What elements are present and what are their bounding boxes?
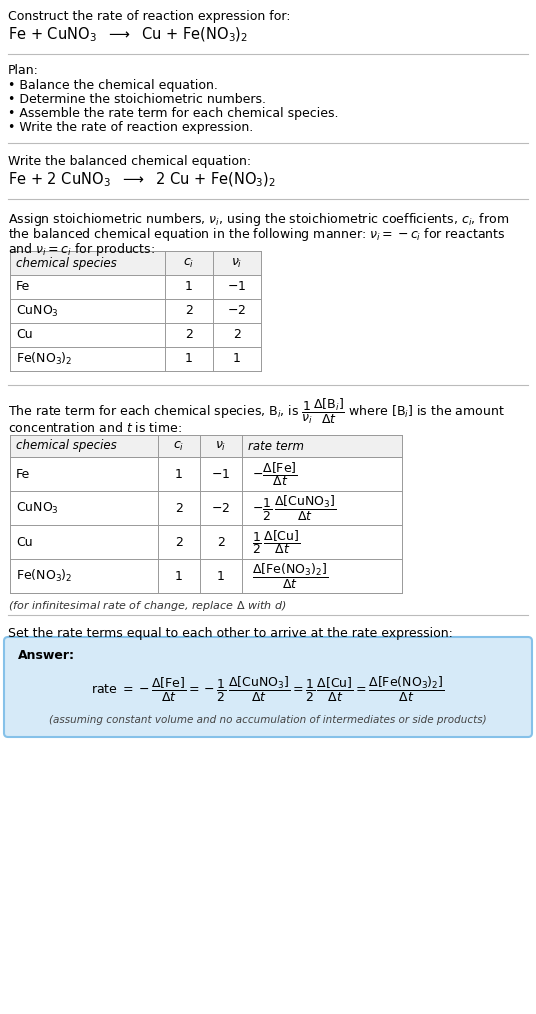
Text: Cu: Cu: [16, 535, 33, 549]
Text: $-2$: $-2$: [211, 502, 230, 514]
Text: (assuming constant volume and no accumulation of intermediates or side products): (assuming constant volume and no accumul…: [49, 715, 487, 725]
Text: $c_i$: $c_i$: [183, 257, 195, 270]
Text: chemical species: chemical species: [16, 439, 117, 452]
Text: rate $= -\dfrac{\Delta[\mathrm{Fe}]}{\Delta t} = -\dfrac{1}{2}\,\dfrac{\Delta[\m: rate $= -\dfrac{\Delta[\mathrm{Fe}]}{\De…: [91, 674, 445, 704]
Text: 2: 2: [185, 304, 193, 317]
Text: Answer:: Answer:: [18, 649, 75, 662]
Text: • Write the rate of reaction expression.: • Write the rate of reaction expression.: [8, 121, 253, 134]
Text: $-\dfrac{\Delta[\mathrm{Fe}]}{\Delta t}$: $-\dfrac{\Delta[\mathrm{Fe}]}{\Delta t}$: [252, 460, 297, 488]
Text: chemical species: chemical species: [16, 257, 117, 270]
Text: 1: 1: [175, 467, 183, 481]
Text: $\nu_i$: $\nu_i$: [215, 439, 227, 452]
Bar: [10, 435, 402, 457]
Text: Plan:: Plan:: [8, 64, 39, 77]
Text: concentration and $t$ is time:: concentration and $t$ is time:: [8, 421, 182, 435]
Text: rate term: rate term: [248, 439, 304, 452]
Text: 1: 1: [233, 353, 241, 365]
Bar: [10, 251, 261, 275]
Text: Assign stoichiometric numbers, $\nu_i$, using the stoichiometric coefficients, $: Assign stoichiometric numbers, $\nu_i$, …: [8, 211, 509, 228]
Text: Fe(NO$_3$)$_2$: Fe(NO$_3$)$_2$: [16, 351, 72, 367]
Text: • Determine the stoichiometric numbers.: • Determine the stoichiometric numbers.: [8, 93, 266, 106]
Text: Fe: Fe: [16, 467, 30, 481]
Text: 2: 2: [185, 329, 193, 342]
Text: 2: 2: [175, 502, 183, 514]
Text: (for infinitesimal rate of change, replace $\Delta$ with $d$): (for infinitesimal rate of change, repla…: [8, 599, 287, 613]
Text: • Assemble the rate term for each chemical species.: • Assemble the rate term for each chemic…: [8, 107, 339, 120]
Text: $\nu_i$: $\nu_i$: [232, 257, 243, 270]
Text: 1: 1: [185, 353, 193, 365]
Text: 2: 2: [175, 535, 183, 549]
Text: $\dfrac{1}{2}\,\dfrac{\Delta[\mathrm{Cu}]}{\Delta t}$: $\dfrac{1}{2}\,\dfrac{\Delta[\mathrm{Cu}…: [252, 528, 301, 556]
FancyBboxPatch shape: [4, 637, 532, 737]
Text: Fe(NO$_3$)$_2$: Fe(NO$_3$)$_2$: [16, 568, 72, 584]
Text: $\dfrac{\Delta[\mathrm{Fe(NO_3)_2}]}{\Delta t}$: $\dfrac{\Delta[\mathrm{Fe(NO_3)_2}]}{\De…: [252, 562, 328, 590]
Text: $-2$: $-2$: [227, 304, 247, 317]
Text: the balanced chemical equation in the following manner: $\nu_i = -c_i$ for react: the balanced chemical equation in the fo…: [8, 226, 505, 243]
Text: Construct the rate of reaction expression for:: Construct the rate of reaction expressio…: [8, 10, 291, 23]
Text: Set the rate terms equal to each other to arrive at the rate expression:: Set the rate terms equal to each other t…: [8, 627, 453, 640]
Text: $c_i$: $c_i$: [173, 439, 184, 452]
Text: • Balance the chemical equation.: • Balance the chemical equation.: [8, 79, 218, 92]
Text: 2: 2: [233, 329, 241, 342]
Text: Fe + CuNO$_3$  $\longrightarrow$  Cu + Fe(NO$_3$)$_2$: Fe + CuNO$_3$ $\longrightarrow$ Cu + Fe(…: [8, 26, 248, 45]
Text: 1: 1: [185, 281, 193, 293]
Text: 1: 1: [175, 570, 183, 582]
Text: The rate term for each chemical species, B$_i$, is $\dfrac{1}{\nu_i}\dfrac{\Delt: The rate term for each chemical species,…: [8, 397, 505, 426]
Text: Cu: Cu: [16, 329, 33, 342]
Text: 2: 2: [217, 535, 225, 549]
Text: CuNO$_3$: CuNO$_3$: [16, 303, 59, 318]
Text: $-1$: $-1$: [227, 281, 247, 293]
Text: 1: 1: [217, 570, 225, 582]
Text: CuNO$_3$: CuNO$_3$: [16, 501, 59, 515]
Text: Fe: Fe: [16, 281, 30, 293]
Text: Write the balanced chemical equation:: Write the balanced chemical equation:: [8, 155, 251, 168]
Text: Fe + 2 CuNO$_3$  $\longrightarrow$  2 Cu + Fe(NO$_3$)$_2$: Fe + 2 CuNO$_3$ $\longrightarrow$ 2 Cu +…: [8, 171, 276, 190]
Text: $-1$: $-1$: [211, 467, 230, 481]
Text: $-\dfrac{1}{2}\,\dfrac{\Delta[\mathrm{CuNO_3}]}{\Delta t}$: $-\dfrac{1}{2}\,\dfrac{\Delta[\mathrm{Cu…: [252, 494, 336, 522]
Text: and $\nu_i = c_i$ for products:: and $\nu_i = c_i$ for products:: [8, 241, 155, 258]
